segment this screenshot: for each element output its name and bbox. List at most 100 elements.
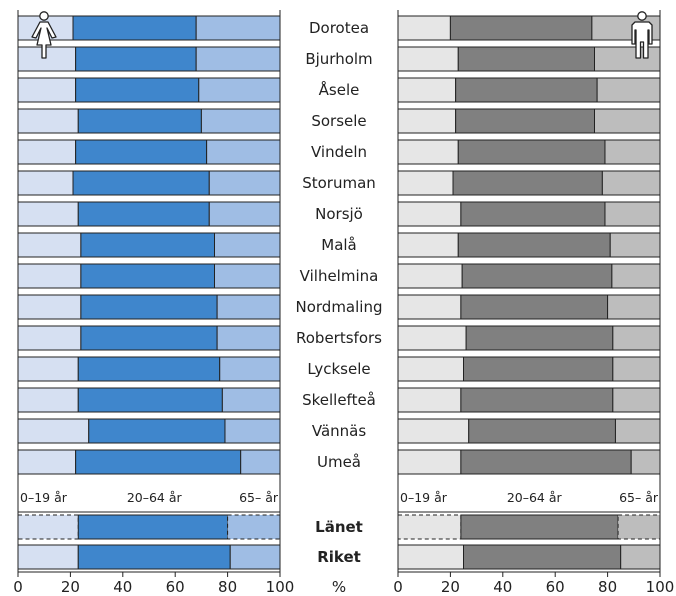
bar-umea-women-segment-3 — [240, 449, 281, 475]
bar-vindeln-women-segment-2 — [75, 139, 208, 165]
bar-nordmaling-men — [397, 294, 661, 320]
age-group-label-2-women: 20–64 år — [127, 490, 183, 505]
bar-nordmaling-women — [17, 294, 281, 320]
bar-vindeln-women-segment-1 — [17, 139, 77, 165]
category-label-vilhelmina: Vilhelmina — [300, 267, 379, 285]
bar-lycksele-men-segment-3 — [612, 356, 661, 382]
bar-skelleftea-men-segment-3 — [612, 387, 661, 413]
bar-mala-men-segment-1 — [397, 232, 459, 258]
bar-vannas-men-segment-1 — [397, 418, 470, 444]
bar-norsjo-women-segment-3 — [208, 201, 281, 227]
bar-asele-women-segment-2 — [75, 77, 200, 103]
bar-riket-men-segment-1 — [397, 544, 464, 570]
bar-storuman-women-segment-1 — [17, 170, 74, 196]
bar-robertsfors-women — [17, 325, 281, 351]
bar-vannas-men — [397, 418, 661, 444]
category-label-asele: Åsele — [319, 80, 360, 99]
bar-mala-men — [397, 232, 661, 258]
category-label-bjurholm: Bjurholm — [305, 50, 372, 68]
bar-nordmaling-men-segment-3 — [607, 294, 661, 320]
summary-label-riket: Riket — [317, 548, 361, 566]
bar-vilhelmina-men — [397, 263, 661, 289]
category-label-robertsfors: Robertsfors — [296, 329, 382, 347]
bar-sorsele-women-segment-3 — [200, 108, 281, 134]
bar-vilhelmina-women-segment-2 — [80, 263, 215, 289]
bar-asele-women-segment-1 — [17, 77, 77, 103]
age-group-label-1-women: 0–19 år — [20, 490, 68, 505]
bar-mala-men-segment-2 — [457, 232, 611, 258]
category-label-vindeln: Vindeln — [311, 143, 367, 161]
bar-lanet-men-segment-1 — [397, 514, 462, 540]
bar-riket-women — [17, 544, 281, 570]
x-tick-label-1-5: 100 — [646, 578, 675, 596]
bar-bjurholm-men — [397, 46, 661, 72]
bar-lycksele-women-segment-1 — [17, 356, 79, 382]
bar-norsjo-women — [17, 201, 281, 227]
bar-asele-men-segment-3 — [596, 77, 661, 103]
bar-robertsfors-women-segment-3 — [216, 325, 281, 351]
bars-layer — [17, 15, 661, 570]
bar-robertsfors-men-segment-3 — [612, 325, 661, 351]
bar-nordmaling-women-segment-2 — [80, 294, 218, 320]
axes-layer: 0 20 40 60 80 100 0 20 40 60 80 100% — [13, 10, 674, 596]
category-label-sorsele: Sorsele — [311, 112, 366, 130]
category-label-vannas: Vännäs — [312, 422, 366, 440]
category-label-mala: Malå — [321, 236, 357, 254]
bar-riket-women-segment-1 — [17, 544, 79, 570]
bar-norsjo-men-segment-1 — [397, 201, 462, 227]
bar-umea-men-segment-2 — [460, 449, 632, 475]
bar-lanet-women-segment-1 — [17, 514, 79, 540]
bar-bjurholm-men-segment-2 — [457, 46, 596, 72]
bar-robertsfors-men-segment-1 — [397, 325, 467, 351]
bar-dorotea-men — [397, 15, 661, 41]
bar-asele-men-segment-2 — [455, 77, 598, 103]
bar-dorotea-women-segment-2 — [72, 15, 197, 41]
bar-norsjo-men-segment-3 — [604, 201, 661, 227]
bar-umea-women — [17, 449, 281, 475]
bar-umea-men-segment-1 — [397, 449, 462, 475]
bar-vilhelmina-women-segment-1 — [17, 263, 82, 289]
age-group-label-3-women: 65– år — [239, 490, 279, 505]
bar-vannas-men-segment-3 — [614, 418, 661, 444]
bar-storuman-women-segment-2 — [72, 170, 210, 196]
bar-lycksele-men-segment-2 — [463, 356, 614, 382]
bar-nordmaling-women-segment-3 — [216, 294, 281, 320]
x-tick-label-0-0: 0 — [13, 578, 23, 596]
x-tick-label-1-3: 60 — [546, 578, 565, 596]
bar-dorotea-men-segment-1 — [397, 15, 451, 41]
bar-norsjo-men-segment-2 — [460, 201, 606, 227]
bar-bjurholm-women-segment-1 — [17, 46, 77, 72]
bar-robertsfors-men-segment-2 — [465, 325, 614, 351]
bar-bjurholm-women — [17, 46, 281, 72]
bar-skelleftea-women-segment-3 — [221, 387, 281, 413]
bar-vannas-women-segment-1 — [17, 418, 90, 444]
bar-sorsele-men — [397, 108, 661, 134]
bar-mala-men-segment-3 — [609, 232, 661, 258]
bar-mala-women-segment-3 — [214, 232, 281, 258]
bar-mala-women-segment-2 — [80, 232, 215, 258]
bar-skelleftea-men-segment-2 — [460, 387, 614, 413]
x-tick-label-0-1: 20 — [61, 578, 80, 596]
category-label-umea: Umeå — [317, 453, 361, 471]
bar-storuman-men-segment-1 — [397, 170, 454, 196]
bar-umea-men-segment-3 — [630, 449, 661, 475]
bar-lycksele-men — [397, 356, 661, 382]
male-icon — [631, 11, 653, 59]
bar-skelleftea-women-segment-1 — [17, 387, 79, 413]
bar-riket-men-segment-3 — [620, 544, 661, 570]
bar-umea-women-segment-2 — [75, 449, 242, 475]
bar-storuman-men — [397, 170, 661, 196]
bar-storuman-men-segment-3 — [601, 170, 661, 196]
category-label-nordmaling: Nordmaling — [296, 298, 383, 316]
bar-storuman-women — [17, 170, 281, 196]
bar-dorotea-women-segment-3 — [195, 15, 281, 41]
bar-skelleftea-men-segment-1 — [397, 387, 462, 413]
x-tick-label-0-3: 60 — [166, 578, 185, 596]
bar-vindeln-men — [397, 139, 661, 165]
bar-vilhelmina-men-segment-3 — [611, 263, 661, 289]
bar-norsjo-men — [397, 201, 661, 227]
bar-lanet-men-segment-3 — [617, 514, 661, 540]
bar-sorsele-women — [17, 108, 281, 134]
bar-vindeln-men-segment-1 — [397, 139, 459, 165]
